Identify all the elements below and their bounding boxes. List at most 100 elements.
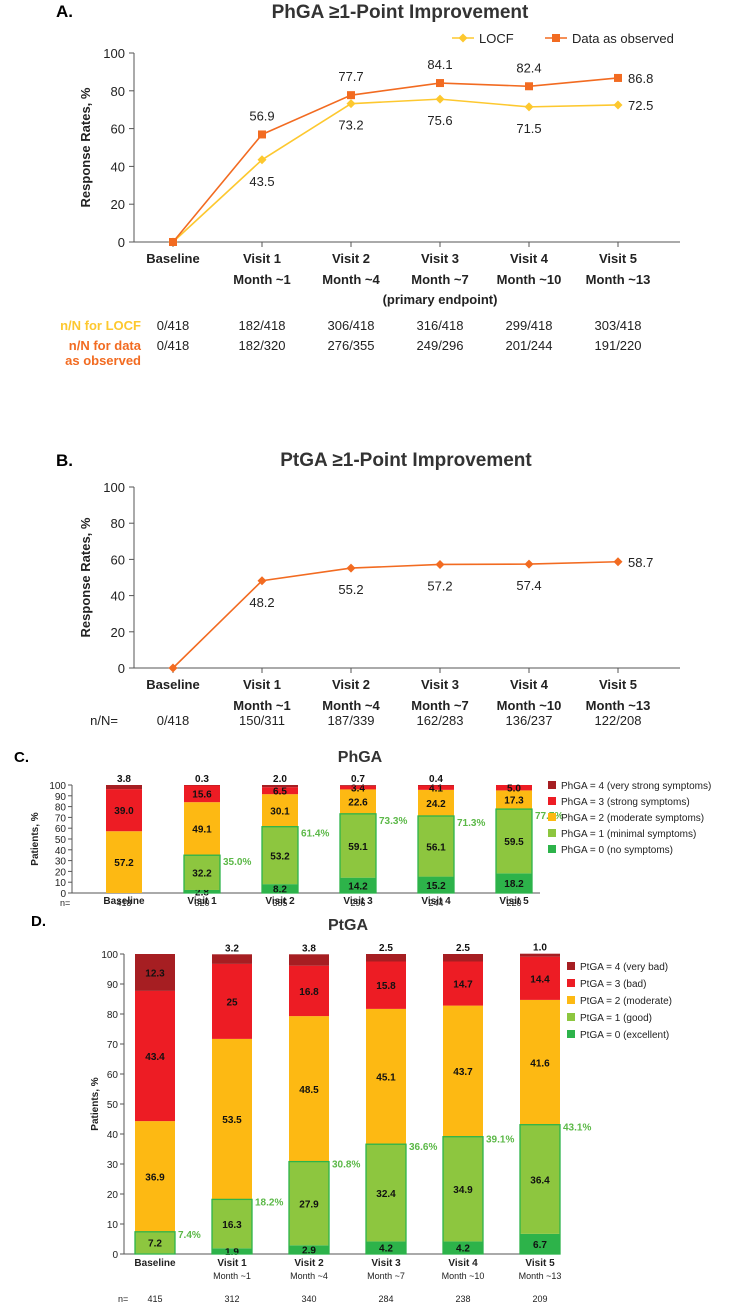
- panel-c-legend-label: PhGA = 1 (minimal symptoms): [561, 829, 696, 840]
- panel-a-n-value: 201/244: [506, 338, 553, 353]
- panel-c-x-tick-label: Visit 3: [343, 896, 373, 907]
- panel-c-bar-segment: [184, 855, 220, 890]
- panel-d-segment-label: 41.6: [530, 1058, 550, 1069]
- panel-d-x-tick-label: Visit 5: [525, 1258, 555, 1269]
- panel-d-segment-label: 48.5: [299, 1085, 319, 1096]
- panel-d-bar-segment: [366, 954, 406, 962]
- panel-d-bar-segment: [520, 953, 560, 957]
- panel-d-bar-segment: [289, 1245, 329, 1254]
- panel-c-segment-label: 6.5: [273, 787, 287, 798]
- panel-a-legend-marker: [458, 33, 468, 43]
- panel-d-segment-label: 6.7: [533, 1240, 547, 1251]
- panel-d-bar-segment: [135, 1231, 175, 1254]
- panel-c-y-tick-label: 0: [60, 889, 66, 900]
- panel-a-n-value: 0/418: [157, 318, 190, 333]
- panel-c-segment-label: 49.1: [192, 825, 212, 836]
- panel-d-bar-segment: [135, 1121, 175, 1232]
- panel-c-n-value: 220: [506, 898, 521, 908]
- panel-d-segment-label: 34.9: [453, 1185, 473, 1196]
- panel-a-data-point: [347, 91, 355, 100]
- panel-d-y-tick-label: 40: [107, 1130, 119, 1141]
- panel-c-bar-segment: [340, 813, 376, 878]
- panel-c-responder-percent: 35.0%: [223, 857, 251, 868]
- panel-c-x-tick-label: Visit 1: [187, 896, 217, 907]
- panel-a-y-tick-label: 20: [111, 197, 125, 212]
- panel-d-segment-label: 14.4: [530, 974, 550, 985]
- panel-a-x-tick-sublabel: Month ~7: [411, 272, 468, 287]
- panel-c-responder-outline: [183, 854, 221, 894]
- panel-a-primary-endpoint-note: (primary endpoint): [383, 292, 498, 307]
- panel-c-bar-segment: [496, 790, 532, 810]
- panel-c-bar-segment: [106, 785, 142, 790]
- panel-c-segment-label: 0.4: [429, 774, 443, 785]
- panel-d-y-axis-label: Patients, %: [90, 1077, 101, 1130]
- panel-c-y-tick-label: 60: [55, 824, 67, 835]
- panel-d-bar-segment: [212, 1038, 252, 1200]
- panel-c-legend-label: PhGA = 3 (strong symptoms): [561, 797, 690, 808]
- panel-d-x-tick-label: Visit 2: [294, 1258, 324, 1269]
- panel-b-chart-title: PtGA ≥1-Point Improvement: [280, 450, 532, 471]
- panel-d-bar-segment: [212, 963, 252, 1039]
- panel-d-bar-segment: [443, 1136, 483, 1242]
- panel-a-x-tick-label: Visit 2: [332, 251, 370, 266]
- panel-b-x-tick-label: Visit 5: [599, 677, 637, 692]
- panel-c-segment-label: 17.3: [504, 796, 524, 807]
- panel-d-y-tick-label: 30: [107, 1160, 119, 1171]
- panel-c-segment-label: 59.5: [504, 837, 524, 848]
- panel-d-responder-percent: 30.8%: [332, 1160, 360, 1171]
- panel-d-responder-outline: [442, 1136, 484, 1255]
- panel-c-x-tick-label: Baseline: [103, 896, 145, 907]
- panel-c-segment-label: 18.2: [504, 879, 524, 890]
- panel-c-responder-outline: [261, 826, 299, 894]
- panel-b-n-row-label: n/N=: [90, 713, 118, 728]
- panel-c-y-tick-label: 100: [49, 781, 66, 792]
- panel-a-series-line: [172, 98, 619, 243]
- panel-c-bar-segment: [184, 785, 220, 786]
- panel-c-x-tick-label: Visit 2: [265, 896, 295, 907]
- panel-d-responder-outline: [365, 1143, 407, 1255]
- panel-a-y-tick-label: 40: [111, 159, 125, 174]
- panel-d-bar-segment: [366, 1144, 406, 1242]
- panel-c-segment-label: 15.2: [426, 881, 446, 892]
- panel-a-data-point: [614, 73, 622, 82]
- panel-c-legend-label: PhGA = 0 (no symptoms): [561, 845, 673, 856]
- panel-c-segment-label: 3.4: [351, 784, 365, 795]
- panel-d-segment-label: 32.4: [376, 1189, 396, 1200]
- panel-a-data-label: 86.8: [628, 71, 653, 86]
- panel-d-n-value: 312: [224, 1294, 239, 1304]
- panel-c-responder-percent: 73.3%: [379, 816, 407, 827]
- panel-c-bar-segment: [418, 815, 454, 877]
- panel-d-segment-label: 7.2: [148, 1239, 162, 1250]
- panel-d-bar-segment: [520, 956, 560, 1000]
- panel-a-x-tick-label: Visit 5: [599, 251, 637, 266]
- panel-c-y-tick-label: 20: [55, 867, 67, 878]
- panel-a-x-tick-sublabel: Month ~13: [586, 272, 651, 287]
- panel-c-bar-segment: [340, 785, 376, 790]
- panel-c-bar-segment: [418, 876, 454, 893]
- panel-c-n-value: 244: [428, 898, 443, 908]
- panel-c-phga-stacked-bar-chart: C. PhGA 0 10 20 30 40 50 60 70 80 90 100 Patients, % 5…: [0, 748, 737, 908]
- panel-d-segment-label: 45.1: [376, 1073, 396, 1084]
- panel-c-segment-label: 22.6: [348, 798, 368, 809]
- panel-c-legend-swatch: [548, 781, 556, 789]
- panel-d-bar-segment: [289, 1016, 329, 1162]
- panel-a-data-point: [258, 130, 266, 139]
- panel-c-bar-segment: [106, 831, 142, 893]
- panel-c-bar-segment: [184, 802, 220, 856]
- panel-c-y-tick-label: 10: [55, 878, 67, 889]
- panel-c-segment-label: 59.1: [348, 842, 368, 853]
- panel-b-data-point: [257, 576, 267, 586]
- panel-d-x-tick-label: Visit 4: [448, 1258, 478, 1269]
- panel-b-n-value: 136/237: [506, 713, 553, 728]
- panel-d-bar-segment: [520, 1124, 560, 1234]
- panel-a-y-tick-label: 80: [111, 84, 125, 99]
- panel-c-y-tick-label: 90: [55, 792, 67, 803]
- panel-d-n-value: 415: [147, 1294, 162, 1304]
- panel-d-x-tick-label: Visit 3: [371, 1258, 401, 1269]
- panel-a-data-label: 73.2: [338, 118, 363, 133]
- panel-c-segment-label: 5.0: [507, 784, 521, 795]
- panel-c-bar-segment: [496, 785, 532, 791]
- panel-c-bar-segment: [496, 873, 532, 893]
- panel-c-legend-label: PhGA = 4 (very strong symptoms): [561, 781, 711, 792]
- panel-d-bar-segment: [520, 1233, 560, 1254]
